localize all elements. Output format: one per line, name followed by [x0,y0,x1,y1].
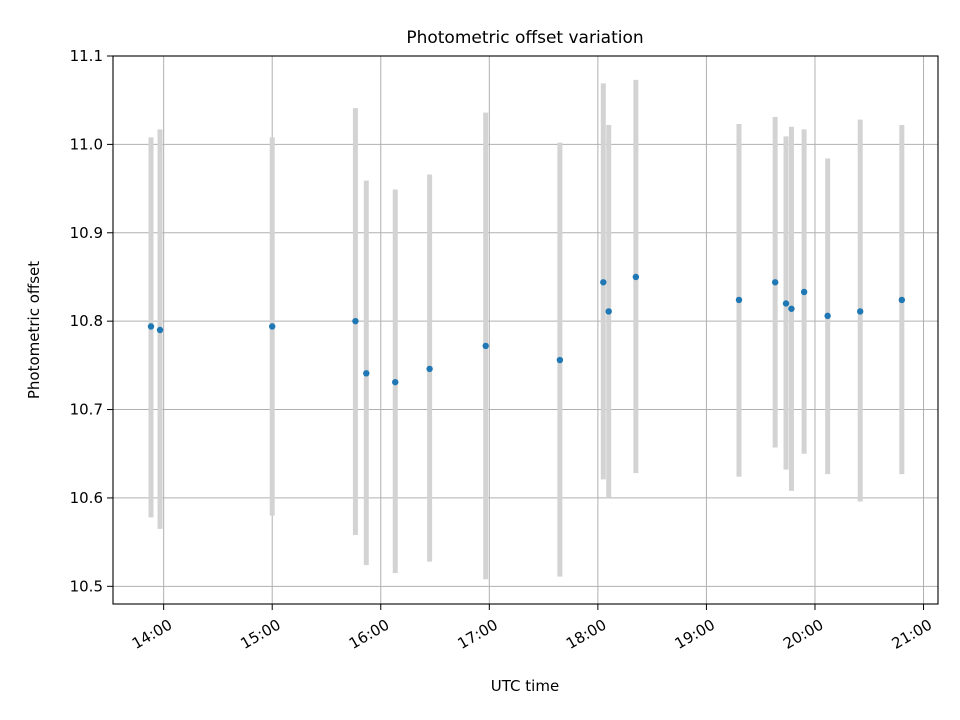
data-point [824,312,831,320]
x-tick-label: 16:00 [346,616,392,653]
data-point [735,296,743,304]
data-point [426,365,433,373]
grid [113,55,938,604]
y-tick-label: 10.5 [70,577,103,595]
y-tick-label: 11.0 [70,135,103,153]
data-point [632,273,640,281]
data-point [857,308,864,315]
data-point [600,279,607,286]
y-tick-label: 10.7 [70,401,103,419]
data-point [788,305,795,312]
data-point [147,323,155,330]
data-point [392,378,399,386]
data-point [782,300,790,307]
data-points [147,273,906,386]
y-tick-label: 10.8 [70,312,103,330]
data-point [482,342,489,350]
x-tick-label: 17:00 [454,616,500,653]
y-axis-ticks: 10.5 10.6 10.7 10.8 10.9 11.0 11.1 [70,47,113,595]
chart-title: Photometric offset variation [406,28,643,48]
data-point [352,317,359,325]
x-tick-label: 14:00 [129,616,175,653]
data-point [556,356,564,364]
data-point [800,288,808,296]
plot-frame [112,55,939,605]
x-axis-ticks: 14:00 15:00 16:00 17:00 18:00 19:00 20:00 21:00 [129,604,935,653]
x-axis-label: UTC time [491,677,559,695]
x-tick-label: 19:00 [672,616,718,653]
data-point [605,308,612,315]
data-point [898,296,906,304]
y-tick-label: 10.9 [70,224,103,242]
data-point [156,326,164,334]
x-tick-label: 18:00 [563,616,609,653]
x-tick-label: 21:00 [889,616,935,653]
y-tick-label: 10.6 [70,489,103,507]
x-tick-label: 15:00 [237,616,283,653]
plot-background [113,56,938,604]
data-point [771,279,779,286]
data-point [363,370,370,377]
y-axis-label: Photometric offset [25,261,43,399]
y-tick-label: 11.1 [70,47,103,65]
x-tick-label: 20:00 [780,616,826,653]
data-point [269,323,276,330]
